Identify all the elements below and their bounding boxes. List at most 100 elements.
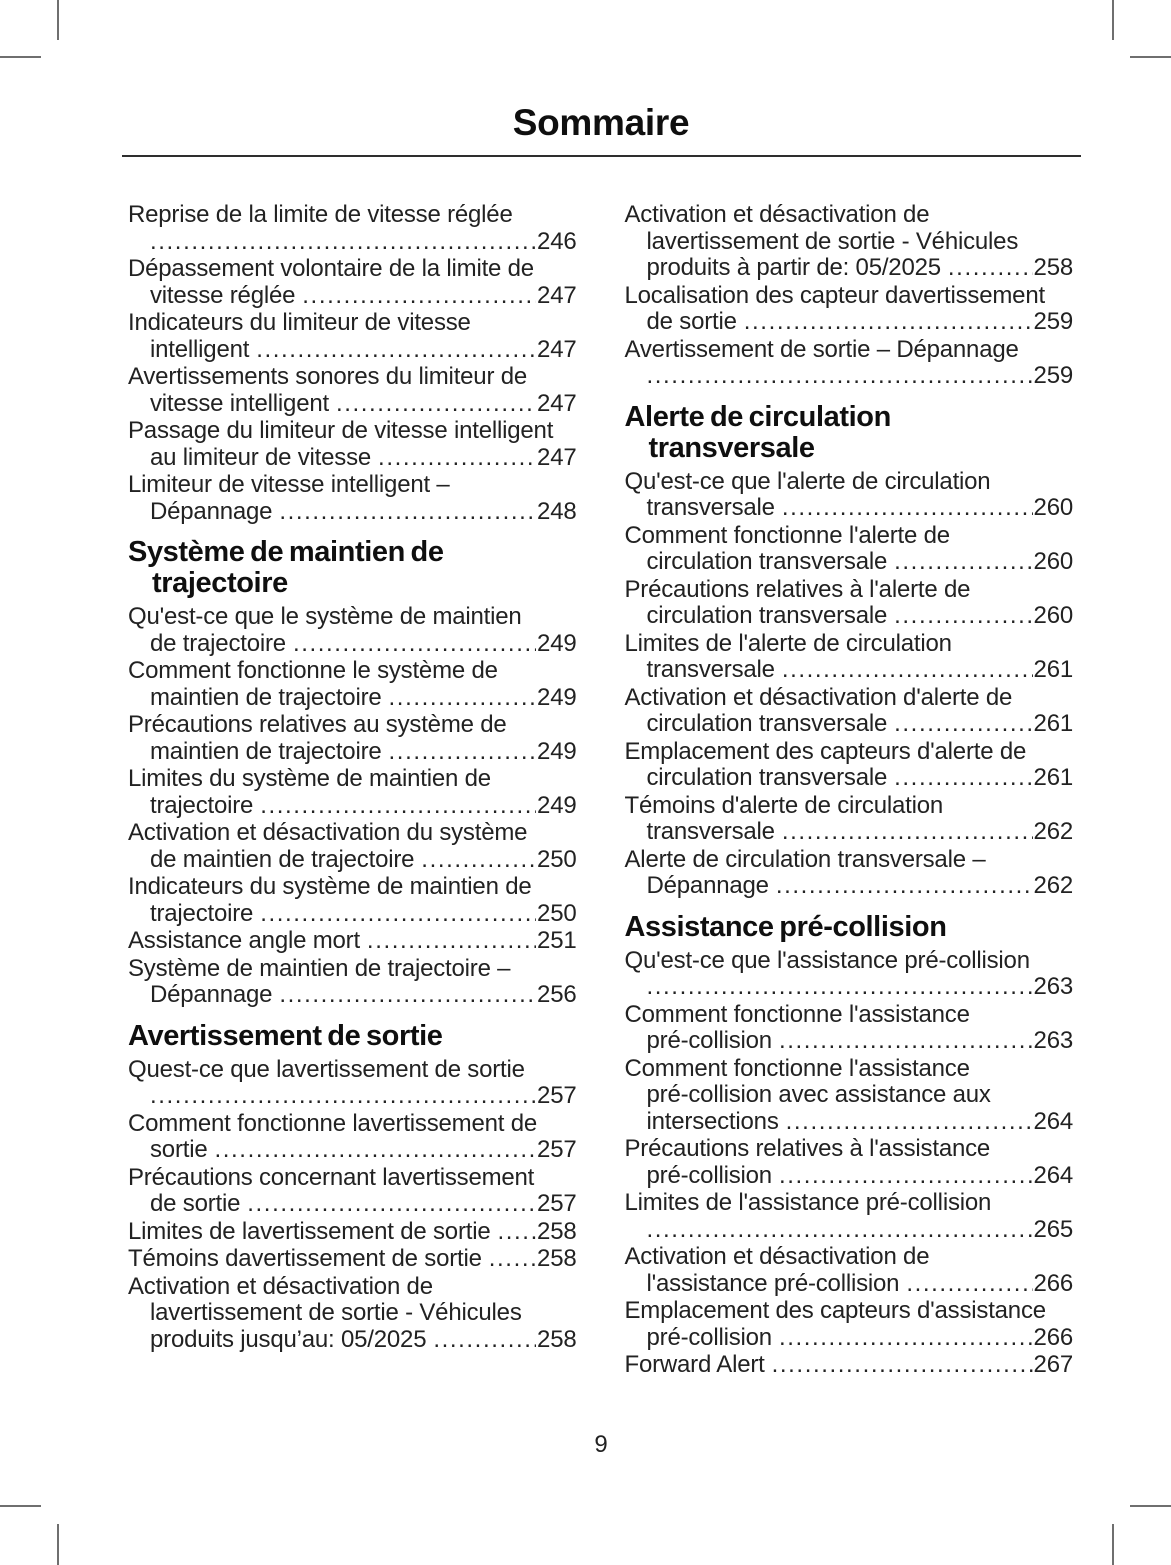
dot-leader	[367, 928, 536, 955]
toc-entry: Précautions relatives à l'alerte de circu…	[625, 576, 1074, 630]
page-ref: 249	[537, 791, 577, 819]
dot-leader	[150, 1083, 536, 1110]
entry-line: Forward Alert	[624, 1351, 765, 1378]
page-ref: 248	[537, 497, 577, 525]
entry-line: Dépannage	[150, 497, 273, 525]
page-ref: 266	[1033, 1269, 1074, 1297]
toc-entry: Localisation des capteur davertissement d…	[625, 282, 1074, 336]
toc-entry: Qu'est-ce que l'alerte de circulation tra…	[624, 467, 1074, 522]
entry-line: Limites de l'alerte de circulation	[624, 629, 952, 657]
dot-leader	[786, 1109, 1033, 1136]
entry-leader-line: vitesse réglée 247	[128, 282, 577, 310]
dot-leader	[772, 1352, 1033, 1379]
entry-leader-line: de maintien de trajectoire 250	[128, 846, 577, 874]
dot-leader	[647, 363, 1033, 390]
section-heading-line: transversale	[648, 431, 816, 464]
toc-entry: Limites de lavertissement de sortie 258	[128, 1217, 577, 1246]
dot-leader	[279, 499, 536, 526]
toc-entry: Précautions concernant lavertissement de …	[128, 1164, 577, 1218]
entry-leader-line: 265	[625, 1216, 1074, 1244]
entry-leader-line: intersections 264	[625, 1107, 1074, 1136]
entry-line: pré-collision	[646, 1161, 773, 1189]
entry-line: Qu'est-ce que le système de maintien	[128, 603, 522, 630]
entry-leader-line: Assistance angle mort 251	[128, 927, 577, 955]
entry-leader-line: 263	[625, 973, 1074, 1001]
page-ref: 251	[537, 927, 577, 954]
entry-line: lavertissement de sortie - Véhicules	[150, 1299, 522, 1326]
entry-leader-line: circulation transversale 260	[625, 548, 1074, 576]
section-heading: Alerte de circulation transversale	[624, 400, 1074, 464]
entry-line: Reprise de la limite de vitesse réglée	[128, 201, 513, 228]
page-ref: 249	[537, 737, 577, 765]
toc-entry: Comment fonctionne l'assistance pré-colli…	[624, 1000, 1074, 1055]
page-ref: 256	[537, 981, 577, 1008]
entry-line: Dépannage	[646, 872, 770, 899]
entry-line: Limites de lavertissement de sortie	[128, 1217, 491, 1245]
entry-line: Assistance angle mort	[128, 927, 360, 954]
entry-leader-line: 257	[128, 1082, 577, 1110]
entry-line: trajectoire	[150, 791, 254, 819]
dot-leader	[378, 445, 536, 472]
dot-leader	[389, 739, 537, 766]
section-heading: Système de maintien de trajectoire	[128, 537, 577, 599]
entry-line: Emplacement des capteurs d'assistance	[624, 1297, 1047, 1324]
dot-leader	[779, 1028, 1033, 1055]
toc-entry: Indicateurs du système de maintien de tra…	[128, 873, 577, 928]
toc-entry: Activation et désactivation de l'assistan…	[625, 1243, 1074, 1298]
crop-mark	[0, 56, 41, 58]
dot-leader	[894, 549, 1032, 576]
section-heading-line: trajectoire	[152, 567, 288, 599]
page-ref: 259	[1033, 308, 1074, 335]
entry-line: circulation transversale	[646, 764, 888, 791]
entry-leader-line: transversale 260	[625, 494, 1074, 522]
entry-line: Emplacement des capteurs d'alerte de	[624, 737, 1027, 765]
entry-line: maintien de trajectoire	[150, 683, 382, 711]
entry-line: Qu'est-ce que l'alerte de circulation	[624, 467, 991, 495]
entry-leader-line: trajectoire 249	[128, 791, 577, 820]
toc-column: Reprise de la limite de vitesse réglée 24…	[128, 201, 577, 1380]
entry-line: transversale	[646, 818, 776, 845]
entry-line: pré-collision	[646, 1323, 773, 1351]
page-ref: 261	[1033, 656, 1074, 683]
entry-leader-line: transversale 262	[625, 818, 1074, 846]
section-heading: Avertissement de sortie	[128, 1020, 577, 1052]
entry-leader-line: trajectoire 250	[128, 900, 577, 928]
section-heading-line: Système de maintien de	[128, 536, 444, 568]
page-ref: 258	[1033, 254, 1074, 281]
section-heading-line: Alerte de circulation	[624, 400, 892, 433]
section-heading: Assistance pré-collision	[625, 911, 1074, 943]
entry-line: intersections	[646, 1107, 779, 1135]
entry-leader-line: 259	[625, 362, 1074, 390]
dot-leader	[647, 974, 1033, 1001]
dot-leader	[421, 847, 536, 874]
entry-line: Comment fonctionne l'alerte de	[624, 521, 951, 549]
entry-line: circulation transversale	[646, 710, 888, 737]
entry-leader-line: l'assistance pré-collision 266	[625, 1269, 1074, 1298]
entry-line: Passage du limiteur de vitesse intellige…	[128, 417, 554, 444]
page-ref: 259	[1033, 362, 1074, 389]
entry-leader-line: Dépannage 256	[128, 981, 577, 1009]
page-ref: 258	[537, 1217, 577, 1245]
entry-line: circulation transversale	[646, 602, 888, 629]
dot-leader	[215, 1137, 537, 1164]
page-ref: 262	[1033, 872, 1074, 899]
crop-mark	[57, 1524, 59, 1565]
footer-page-number: 9	[594, 1431, 608, 1458]
toc-entry: Limites du système de maintien de traject…	[128, 765, 577, 820]
dot-leader	[906, 1271, 1032, 1298]
entry-leader-line: pré-collision 264	[625, 1161, 1074, 1190]
dot-leader	[894, 765, 1032, 792]
entry-line: Comment fonctionne l'assistance	[624, 1000, 970, 1028]
page-ref: 249	[537, 629, 577, 657]
page-ref: 258	[537, 1325, 577, 1353]
toc-entry: Comment fonctionne le système de maintien…	[128, 657, 577, 712]
page-ref: 263	[1033, 1027, 1074, 1054]
page-ref: 247	[537, 389, 577, 417]
entry-line: produits à partir de: 05/2025	[646, 254, 942, 281]
dot-leader	[389, 685, 537, 712]
toc-entry: Limites de l'alerte de circulation transv…	[624, 629, 1074, 684]
entry-leader-line: de sortie 257	[128, 1190, 577, 1218]
toc-entry: Qu'est-ce que l'assistance pré-collision…	[625, 947, 1074, 1001]
toc-entry: Précautions relatives au système de maint…	[128, 711, 577, 766]
